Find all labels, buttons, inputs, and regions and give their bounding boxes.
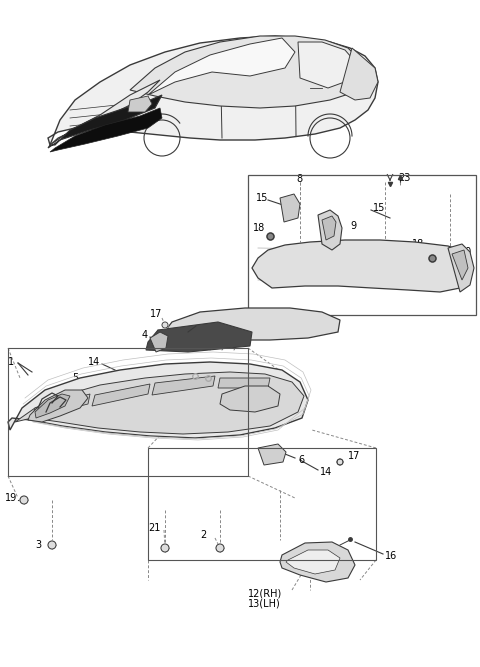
Polygon shape — [152, 376, 215, 395]
Text: 22: 22 — [180, 367, 192, 377]
Polygon shape — [128, 96, 152, 112]
Circle shape — [216, 544, 224, 552]
Polygon shape — [340, 48, 378, 100]
Circle shape — [337, 459, 343, 465]
Polygon shape — [146, 322, 252, 352]
Text: 20: 20 — [210, 377, 222, 387]
Polygon shape — [15, 372, 304, 434]
Text: 18: 18 — [412, 239, 424, 249]
Text: 7: 7 — [252, 315, 258, 325]
Polygon shape — [318, 210, 342, 250]
Polygon shape — [130, 36, 365, 108]
Polygon shape — [148, 38, 295, 95]
Text: 10: 10 — [460, 247, 472, 257]
Text: 5: 5 — [72, 373, 78, 383]
Polygon shape — [286, 550, 340, 574]
Polygon shape — [150, 332, 168, 352]
Polygon shape — [92, 384, 150, 406]
Polygon shape — [218, 378, 270, 388]
Text: 12(RH): 12(RH) — [248, 589, 282, 599]
Text: 23: 23 — [398, 173, 410, 183]
Bar — [248, 175, 476, 315]
Text: 4: 4 — [142, 330, 148, 340]
Bar — [8, 348, 248, 476]
Text: 21: 21 — [148, 523, 160, 533]
Circle shape — [162, 322, 168, 328]
Polygon shape — [48, 95, 162, 148]
Text: 16: 16 — [188, 315, 200, 325]
Text: 18: 18 — [253, 223, 265, 233]
Text: 9: 9 — [350, 221, 356, 231]
Polygon shape — [32, 394, 90, 418]
Polygon shape — [258, 444, 286, 465]
Circle shape — [48, 541, 56, 549]
Polygon shape — [298, 42, 358, 88]
Text: 15: 15 — [373, 203, 385, 213]
Text: 1: 1 — [8, 357, 14, 367]
Text: 17: 17 — [150, 309, 162, 319]
Text: 15: 15 — [256, 193, 268, 203]
Text: 19: 19 — [5, 493, 17, 503]
Polygon shape — [50, 80, 160, 145]
Text: 14: 14 — [320, 467, 332, 477]
Polygon shape — [50, 108, 162, 152]
Text: 11: 11 — [272, 327, 284, 337]
Text: 14: 14 — [88, 357, 100, 367]
Polygon shape — [280, 194, 300, 222]
Bar — [148, 448, 376, 560]
Polygon shape — [452, 250, 468, 280]
Text: 17: 17 — [348, 451, 360, 461]
Polygon shape — [252, 240, 470, 292]
Text: 13(LH): 13(LH) — [248, 599, 281, 609]
Text: 8: 8 — [296, 174, 302, 184]
Polygon shape — [322, 216, 336, 240]
Polygon shape — [162, 308, 340, 340]
Polygon shape — [280, 542, 355, 582]
Polygon shape — [48, 36, 378, 145]
Polygon shape — [448, 244, 474, 292]
Text: 2: 2 — [200, 530, 206, 540]
Text: 6: 6 — [298, 455, 304, 465]
Circle shape — [20, 496, 28, 504]
Text: 16: 16 — [385, 551, 397, 561]
Polygon shape — [28, 390, 88, 422]
Polygon shape — [220, 386, 280, 412]
Polygon shape — [35, 394, 70, 418]
Circle shape — [337, 459, 343, 465]
Text: 3: 3 — [35, 540, 41, 550]
Circle shape — [161, 544, 169, 552]
Polygon shape — [8, 362, 308, 438]
